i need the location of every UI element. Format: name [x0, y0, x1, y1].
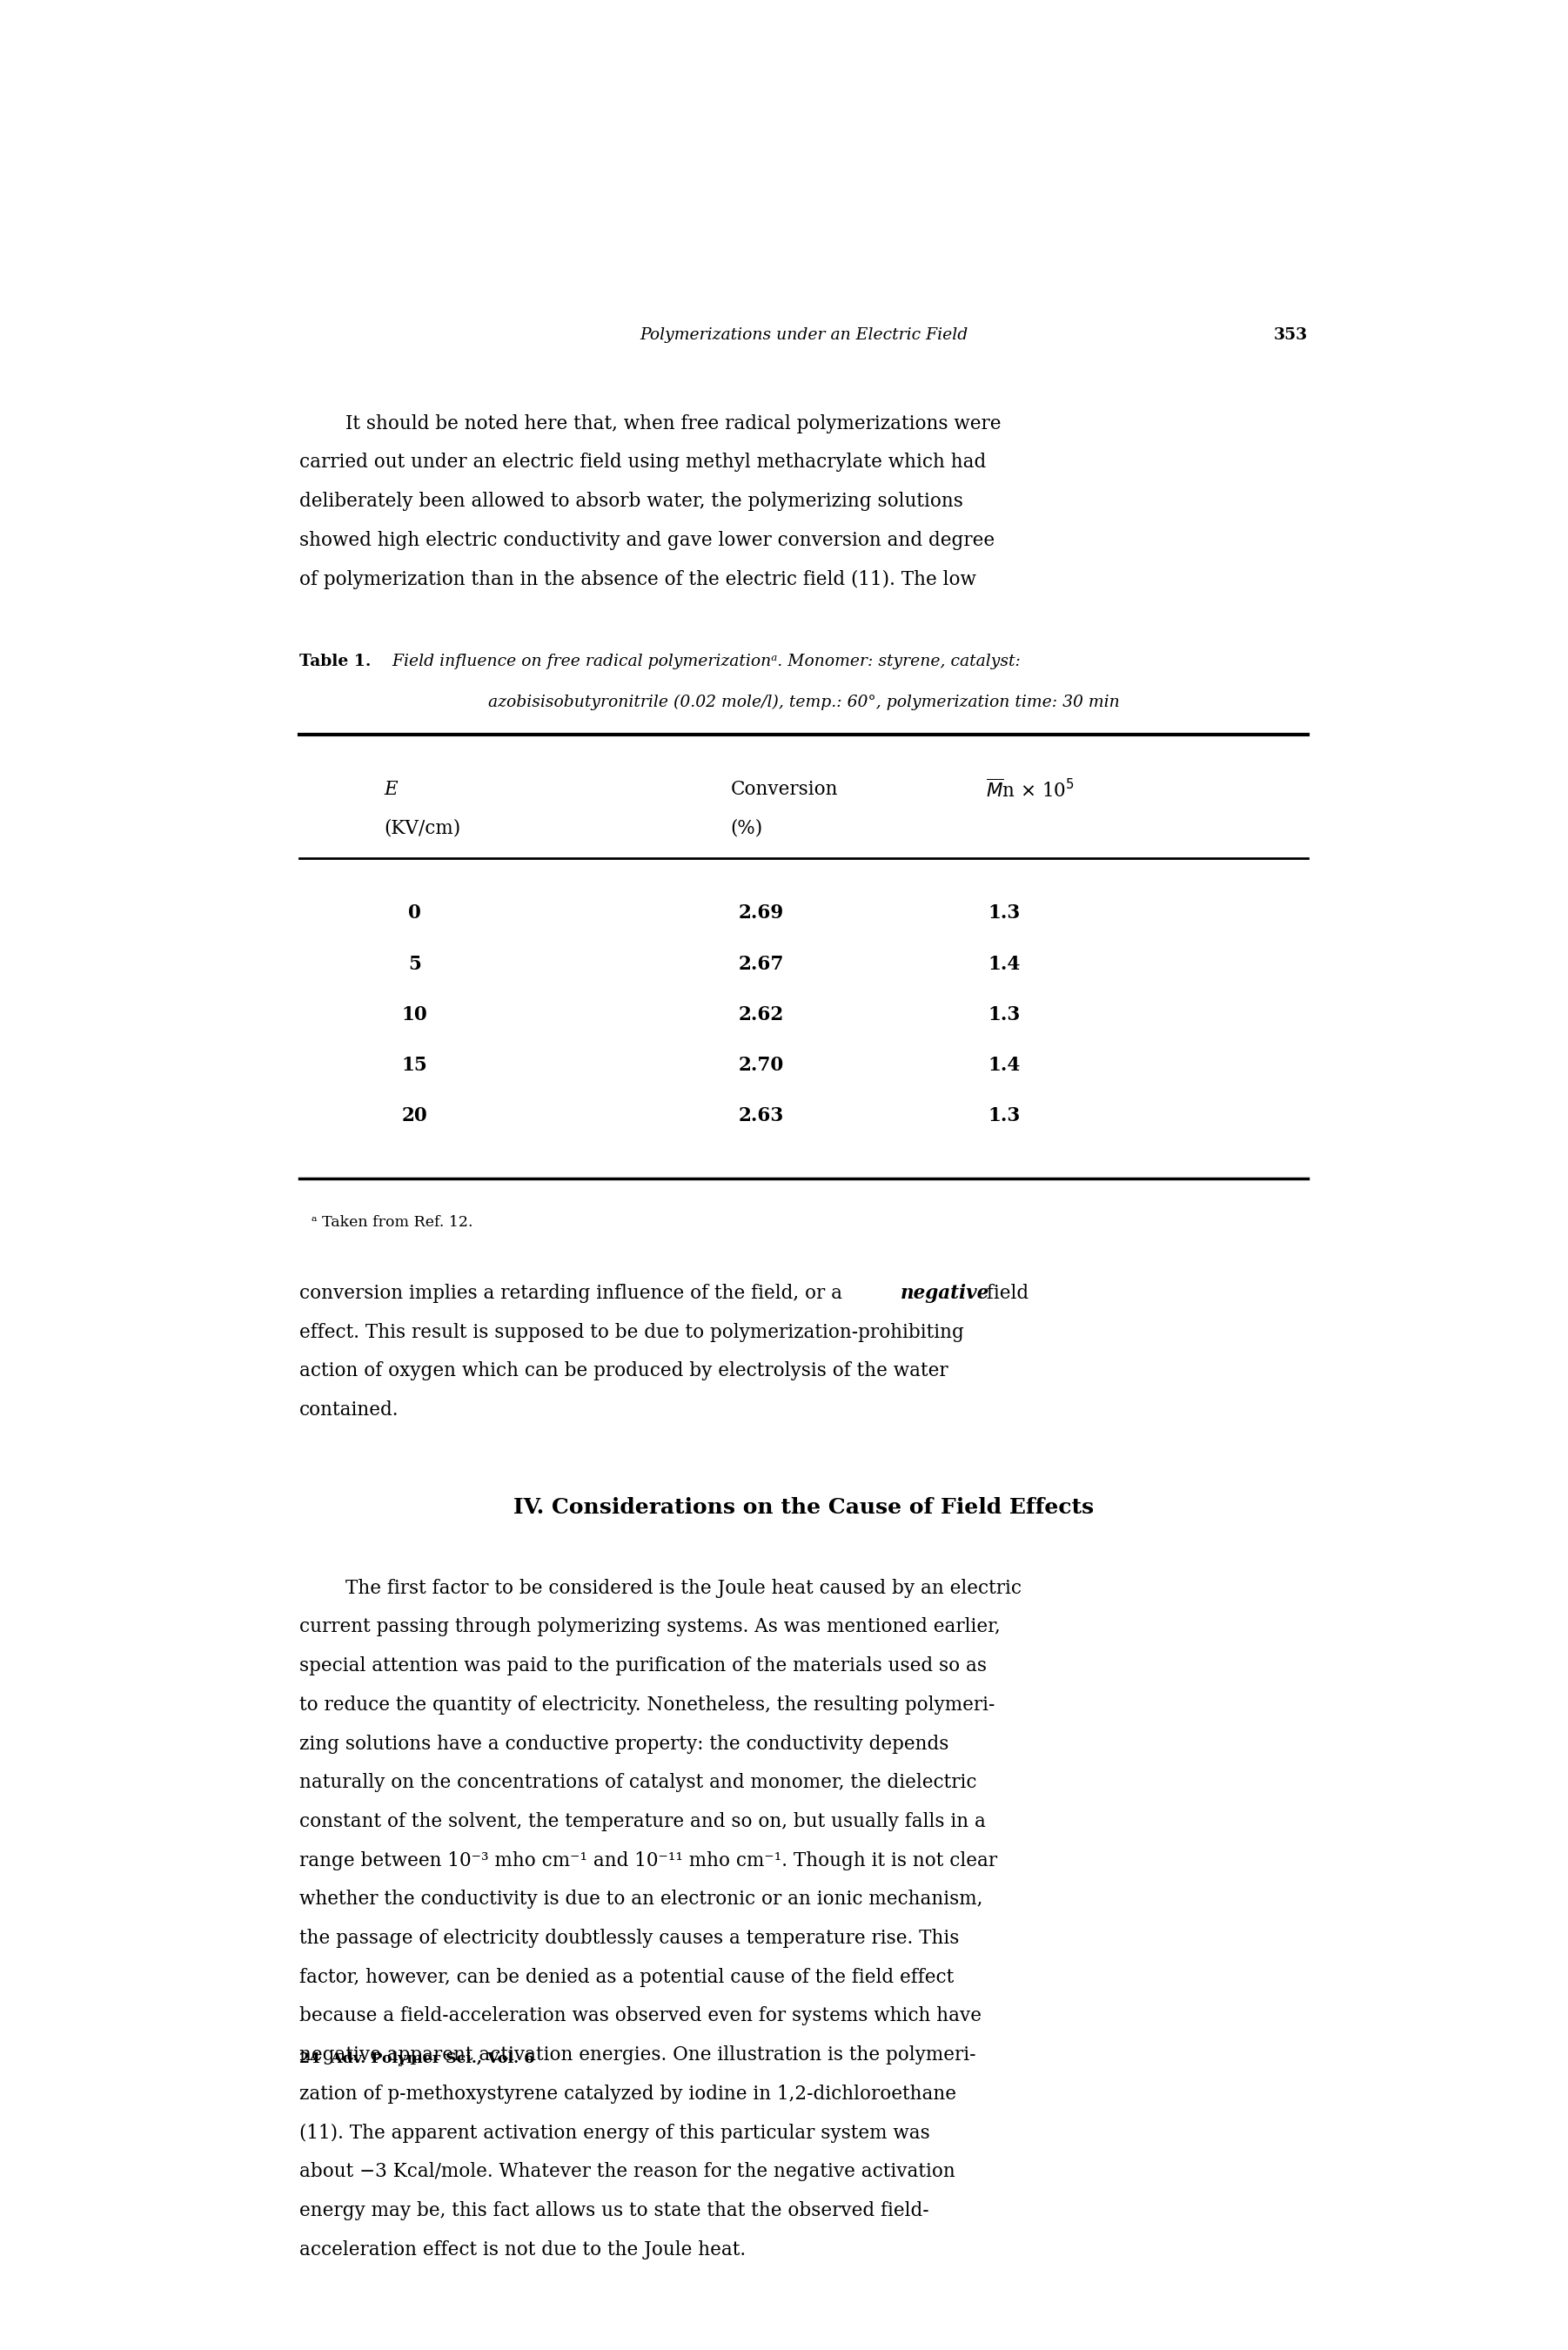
Text: 20: 20	[401, 1107, 428, 1126]
Text: 2.67: 2.67	[739, 954, 784, 973]
Text: 2.69: 2.69	[739, 905, 784, 924]
Text: carried out under an electric field using methyl methacrylate which had: carried out under an electric field usin…	[299, 454, 986, 472]
Text: energy may be, this fact allows us to state that the observed field-: energy may be, this fact allows us to st…	[299, 2202, 928, 2221]
Text: ᵃ Taken from Ref. 12.: ᵃ Taken from Ref. 12.	[312, 1215, 474, 1229]
Text: Table 1.: Table 1.	[299, 653, 372, 670]
Text: $\overline{M}$n $\times$ 10$^5$: $\overline{M}$n $\times$ 10$^5$	[986, 780, 1074, 801]
Text: 0: 0	[408, 905, 422, 924]
Text: 5: 5	[408, 954, 422, 973]
Text: azobisisobutyronitrile (0.02 mole/l), temp.: 60°, polymerization time: 30 min: azobisisobutyronitrile (0.02 mole/l), te…	[488, 696, 1120, 710]
Text: It should be noted here that, when free radical polymerizations were: It should be noted here that, when free …	[345, 414, 1000, 432]
Text: 1.4: 1.4	[988, 954, 1021, 973]
Text: zing solutions have a conductive property: the conductivity depends: zing solutions have a conductive propert…	[299, 1734, 949, 1753]
Text: 10: 10	[401, 1006, 428, 1025]
Text: the passage of electricity doubtlessly causes a temperature rise. This: the passage of electricity doubtlessly c…	[299, 1929, 960, 1948]
Text: naturally on the concentrations of catalyst and monomer, the dielectric: naturally on the concentrations of catal…	[299, 1774, 977, 1793]
Text: deliberately been allowed to absorb water, the polymerizing solutions: deliberately been allowed to absorb wate…	[299, 491, 963, 510]
Text: 1.3: 1.3	[988, 905, 1021, 924]
Text: 353: 353	[1273, 327, 1308, 343]
Text: 1.4: 1.4	[988, 1055, 1021, 1074]
Text: conversion implies a retarding influence of the field, or a: conversion implies a retarding influence…	[299, 1283, 848, 1302]
Text: to reduce the quantity of electricity. Nonetheless, the resulting polymeri-: to reduce the quantity of electricity. N…	[299, 1694, 994, 1715]
Text: negative: negative	[900, 1283, 989, 1302]
Text: Field influence on free radical polymerizationᵃ. Monomer: styrene, catalyst:: Field influence on free radical polymeri…	[387, 653, 1021, 670]
Text: field: field	[982, 1283, 1029, 1302]
Text: action of oxygen which can be produced by electrolysis of the water: action of oxygen which can be produced b…	[299, 1361, 949, 1382]
Text: E: E	[384, 780, 398, 799]
Text: effect. This result is supposed to be due to polymerization-prohibiting: effect. This result is supposed to be du…	[299, 1323, 964, 1342]
Text: 2.63: 2.63	[739, 1107, 784, 1126]
Text: range between 10⁻³ mho cm⁻¹ and 10⁻¹¹ mho cm⁻¹. Though it is not clear: range between 10⁻³ mho cm⁻¹ and 10⁻¹¹ mh…	[299, 1852, 997, 1871]
Text: 2.62: 2.62	[739, 1006, 784, 1025]
Text: The first factor to be considered is the Joule heat caused by an electric: The first factor to be considered is the…	[345, 1579, 1022, 1598]
Text: constant of the solvent, the temperature and so on, but usually falls in a: constant of the solvent, the temperature…	[299, 1812, 986, 1831]
Text: whether the conductivity is due to an electronic or an ionic mechanism,: whether the conductivity is due to an el…	[299, 1889, 983, 1908]
Text: of polymerization than in the absence of the electric field (11). The low: of polymerization than in the absence of…	[299, 569, 977, 590]
Text: Polymerizations under an Electric Field: Polymerizations under an Electric Field	[640, 327, 967, 343]
Text: contained.: contained.	[299, 1401, 398, 1419]
Text: 15: 15	[401, 1055, 428, 1074]
Text: 1.3: 1.3	[988, 1006, 1021, 1025]
Text: about −3 Kcal/mole. Whatever the reason for the negative activation: about −3 Kcal/mole. Whatever the reason …	[299, 2162, 955, 2181]
Text: current passing through polymerizing systems. As was mentioned earlier,: current passing through polymerizing sys…	[299, 1617, 1000, 1636]
Text: zation of p-methoxystyrene catalyzed by iodine in 1,2-dichloroethane: zation of p-methoxystyrene catalyzed by …	[299, 2084, 956, 2103]
Text: acceleration effect is not due to the Joule heat.: acceleration effect is not due to the Jo…	[299, 2240, 746, 2258]
Text: special attention was paid to the purification of the materials used so as: special attention was paid to the purifi…	[299, 1657, 986, 1676]
Text: 24  Adv. Polymer Sci., Vol. 6: 24 Adv. Polymer Sci., Vol. 6	[299, 2052, 535, 2066]
Text: (%): (%)	[731, 818, 764, 839]
Text: IV. Considerations on the Cause of Field Effects: IV. Considerations on the Cause of Field…	[513, 1497, 1094, 1518]
Text: 2.70: 2.70	[739, 1055, 784, 1074]
Text: because a field-acceleration was observed even for systems which have: because a field-acceleration was observe…	[299, 2007, 982, 2026]
Text: (11). The apparent activation energy of this particular system was: (11). The apparent activation energy of …	[299, 2124, 930, 2143]
Text: Conversion: Conversion	[731, 780, 839, 799]
Text: factor, however, can be denied as a potential cause of the field effect: factor, however, can be denied as a pote…	[299, 1967, 953, 1986]
Text: 1.3: 1.3	[988, 1107, 1021, 1126]
Text: showed high electric conductivity and gave lower conversion and degree: showed high electric conductivity and ga…	[299, 531, 994, 550]
Text: (KV/cm): (KV/cm)	[384, 818, 461, 839]
Text: negative apparent activation energies. One illustration is the polymeri-: negative apparent activation energies. O…	[299, 2044, 975, 2066]
